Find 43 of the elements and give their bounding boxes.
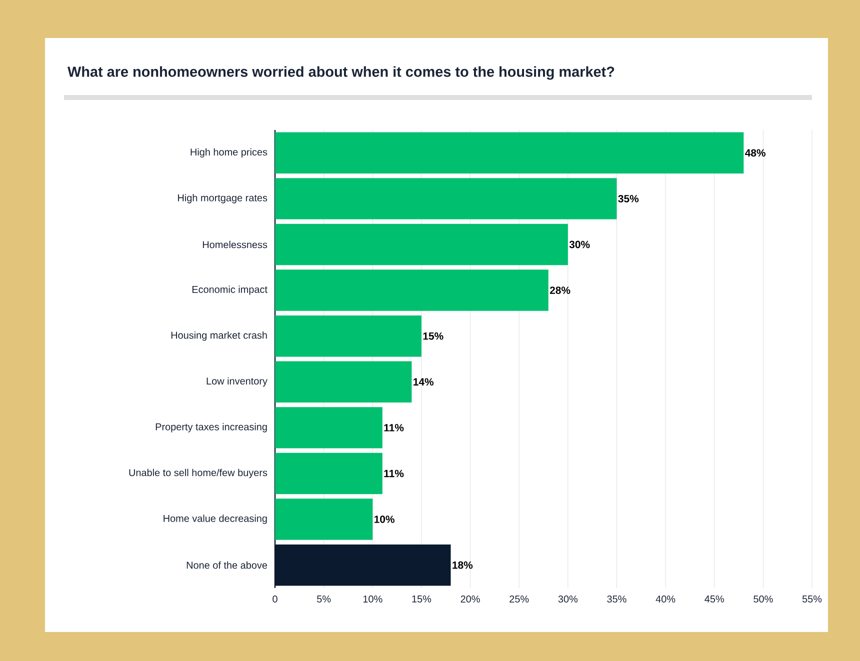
bar xyxy=(275,132,744,174)
y-tick-label: Home value decreasing xyxy=(164,514,267,524)
bar xyxy=(275,407,382,448)
y-tick-label: High home prices xyxy=(190,148,268,158)
y-tick-label: Homelessness xyxy=(202,240,268,248)
bar xyxy=(275,178,617,220)
x-tick-label: 50% xyxy=(754,596,773,603)
data-label: 28% xyxy=(550,286,570,294)
x-tick-label: 0 xyxy=(272,596,278,603)
bar xyxy=(275,498,373,540)
x-tick-label: 10% xyxy=(363,596,382,603)
y-tick-label: Housing market crash xyxy=(171,331,267,341)
x-tick-label: 15% xyxy=(412,595,432,602)
bar xyxy=(275,544,451,586)
data-label: 11% xyxy=(384,470,404,478)
data-label: 15% xyxy=(423,332,444,340)
x-tick-label: 35% xyxy=(607,596,626,603)
data-label: 48% xyxy=(745,149,766,157)
bar xyxy=(275,361,412,402)
y-tick-label: Economic impact xyxy=(192,286,268,295)
bar xyxy=(275,224,568,266)
x-tick-label: 5% xyxy=(317,595,331,602)
x-tick-label: 40% xyxy=(656,596,676,603)
data-label: 35% xyxy=(618,194,639,202)
y-tick-label: Property taxes increasing xyxy=(156,423,267,432)
y-tick-label: High mortgage rates xyxy=(178,194,268,204)
x-tick-label: 20% xyxy=(460,596,480,603)
data-label: 14% xyxy=(414,378,434,386)
x-tick-label: 30% xyxy=(558,596,578,603)
x-tick-label: 25% xyxy=(510,596,529,603)
data-label: 18% xyxy=(452,561,473,569)
chart-title: What are nonhomeowners worried about when it comes to the housing market? xyxy=(68,66,614,80)
data-label: 11% xyxy=(384,424,404,432)
x-tick-label: 55% xyxy=(802,595,822,602)
x-tick-label: 45% xyxy=(704,595,724,602)
y-tick-label: None of the above xyxy=(186,561,268,569)
bar xyxy=(275,270,548,311)
data-label: 10% xyxy=(374,516,394,523)
y-tick-label: Low inventory xyxy=(206,377,268,387)
bar xyxy=(275,315,422,357)
y-tick-label: Unable to sell home/few buyers xyxy=(129,468,268,478)
bar xyxy=(275,452,382,494)
data-label: 30% xyxy=(569,240,590,248)
